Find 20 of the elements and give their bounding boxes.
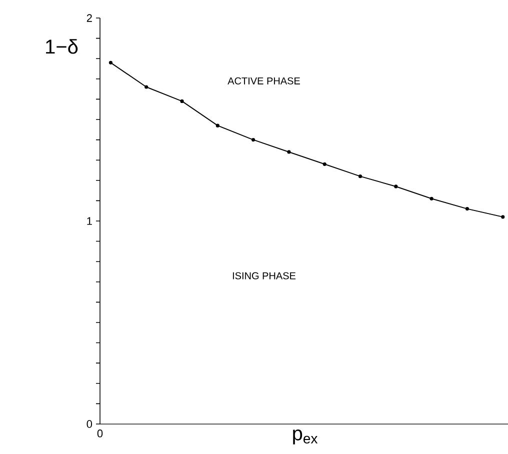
y-tick-label: 1 — [87, 217, 92, 225]
point — [108, 60, 112, 64]
y-tick-label: 2 — [86, 14, 92, 22]
text: 0 — [97, 430, 103, 438]
point — [252, 138, 256, 142]
point — [322, 162, 326, 166]
point — [394, 184, 398, 188]
annotation: ISING PHASE — [232, 272, 296, 280]
point — [287, 150, 291, 154]
point — [358, 174, 362, 178]
annotation: ACTIVE PHASE — [228, 77, 300, 84]
y-axis-title: 1−δ — [46, 39, 78, 54]
x-axis-title: p$_{ex}$ — [293, 430, 318, 444]
point — [180, 99, 184, 104]
point — [216, 124, 220, 128]
point — [430, 196, 434, 200]
y-tick-label: 0 — [86, 420, 92, 428]
point — [465, 207, 470, 211]
point — [501, 215, 505, 219]
point — [144, 85, 148, 89]
